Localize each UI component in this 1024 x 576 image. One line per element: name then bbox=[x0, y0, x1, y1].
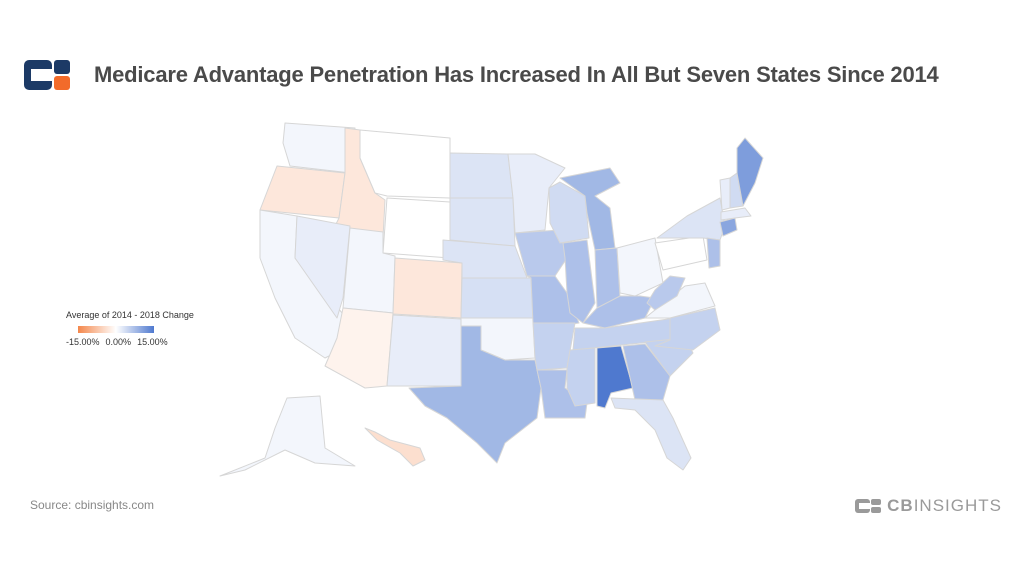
cbinsights-mark-icon bbox=[855, 499, 882, 513]
state-ma bbox=[720, 207, 752, 221]
state-ar bbox=[532, 322, 576, 371]
legend-color-scale bbox=[78, 326, 154, 333]
state-mi bbox=[559, 167, 621, 251]
header: Medicare Advantage Penetration Has Incre… bbox=[24, 60, 939, 90]
state-nj bbox=[706, 237, 721, 269]
state-ms bbox=[566, 347, 596, 407]
state-pa bbox=[654, 235, 708, 271]
legend-max-label: 15.00% bbox=[137, 337, 168, 347]
legend-mid-label: 0.00% bbox=[105, 337, 132, 347]
cbinsights-logo-icon bbox=[24, 60, 70, 90]
state-wy bbox=[382, 197, 451, 259]
legend-title: Average of 2014 - 2018 Change bbox=[66, 310, 194, 320]
brand-wordmark: CBINSIGHTS bbox=[855, 496, 1002, 516]
state-ks bbox=[460, 277, 534, 319]
state-co bbox=[392, 257, 463, 319]
state-mt bbox=[359, 129, 451, 199]
source-note: Source: cbinsights.com bbox=[30, 498, 155, 512]
legend-ticks: -15.00% 0.00% 15.00% bbox=[66, 337, 194, 347]
state-hi bbox=[364, 427, 426, 467]
page-title: Medicare Advantage Penetration Has Incre… bbox=[94, 62, 939, 87]
state-al bbox=[596, 345, 634, 409]
us-choropleth-map bbox=[219, 122, 764, 477]
state-fl bbox=[610, 397, 692, 471]
state-ky bbox=[582, 295, 656, 329]
state-ak bbox=[219, 395, 356, 477]
brand-text: CBINSIGHTS bbox=[887, 496, 1002, 515]
state-vt bbox=[719, 177, 731, 211]
state-me bbox=[736, 137, 764, 207]
state-nv bbox=[294, 215, 351, 319]
legend-min-label: -15.00% bbox=[66, 337, 100, 347]
state-wa bbox=[282, 122, 356, 174]
state-ia bbox=[514, 229, 568, 277]
state-ny bbox=[656, 197, 726, 241]
state-ga bbox=[622, 343, 671, 401]
state-nc bbox=[654, 307, 721, 351]
state-nd bbox=[449, 152, 514, 199]
state-mn bbox=[507, 153, 566, 234]
state-nm bbox=[386, 314, 462, 387]
state-or bbox=[259, 165, 346, 219]
state-ct bbox=[719, 217, 738, 237]
state-wv bbox=[646, 275, 686, 311]
state-tx bbox=[408, 325, 542, 464]
us-map bbox=[215, 118, 775, 483]
map-legend: Average of 2014 - 2018 Change -15.00% 0.… bbox=[66, 310, 194, 347]
state-oh bbox=[616, 237, 664, 297]
state-il bbox=[562, 239, 596, 324]
state-wi bbox=[548, 181, 590, 244]
state-sd bbox=[449, 197, 516, 247]
